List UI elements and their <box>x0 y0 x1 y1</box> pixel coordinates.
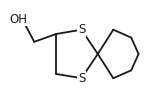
Text: OH: OH <box>10 13 28 26</box>
Text: S: S <box>78 23 85 36</box>
Text: S: S <box>78 72 85 85</box>
